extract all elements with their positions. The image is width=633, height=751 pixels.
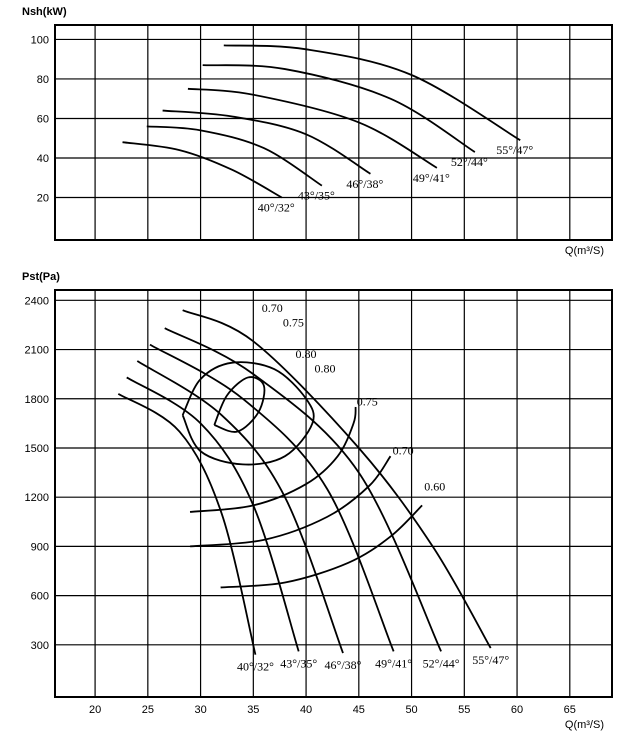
y-tick-label: 80 [37, 74, 49, 86]
x-tick-label: 50 [405, 704, 417, 716]
efficiency-contour [189, 406, 357, 513]
curve-label: 40°/32° [237, 660, 274, 674]
efficiency-contour [189, 455, 392, 548]
y-tick-label: 20 [37, 193, 49, 205]
x-tick-label: 55 [458, 704, 470, 716]
efficiency-label: 0.75 [283, 316, 304, 330]
efficiency-label: 0.75 [357, 394, 378, 408]
x-axis-label: Q(m³/S) [565, 719, 604, 731]
plot-frame [54, 289, 613, 698]
x-tick-label: 35 [247, 704, 259, 716]
curve [117, 393, 257, 655]
efficiency-label: 0.70 [393, 444, 414, 458]
y-tick-label: 1200 [25, 492, 49, 504]
plot-frame [54, 24, 613, 241]
curve [149, 343, 395, 652]
curve [164, 327, 442, 652]
efficiency-contour [220, 504, 423, 589]
curve [187, 87, 438, 169]
efficiency-label: 0.60 [424, 480, 445, 494]
curve-label: 52°/44° [451, 155, 488, 169]
y-tick-label: 2100 [25, 345, 49, 357]
curve [223, 44, 521, 141]
y-tick-label: 300 [31, 640, 49, 652]
efficiency-label: 0.80 [296, 347, 317, 361]
curve-label: 52°/44° [423, 656, 460, 670]
curve-label: 46°/38° [346, 177, 383, 191]
curve-label: 49°/41° [375, 656, 412, 670]
curve [146, 125, 323, 187]
y-tick-label: 1800 [25, 394, 49, 406]
x-axis-label: Q(m³/S) [565, 245, 604, 257]
curve [202, 64, 476, 153]
curve [162, 109, 371, 175]
y-tick-label: 600 [31, 591, 49, 603]
y-tick-label: 100 [31, 34, 49, 46]
curve [122, 141, 283, 199]
x-tick-label: 65 [564, 704, 576, 716]
curve-label: 55°/47° [472, 653, 509, 667]
x-tick-label: 45 [353, 704, 365, 716]
x-tick-label: 30 [194, 704, 206, 716]
y-tick-label: 900 [31, 541, 49, 553]
x-tick-label: 60 [511, 704, 523, 716]
y-axis-label: Pst(Pa) [22, 271, 60, 283]
y-tick-label: 1500 [25, 443, 49, 455]
curve [136, 360, 344, 654]
curve-label: 40°/32° [258, 201, 295, 215]
curve [182, 309, 492, 649]
y-tick-label: 60 [37, 113, 49, 125]
y-tick-label: 2400 [25, 295, 49, 307]
efficiency-contour [181, 361, 315, 466]
x-tick-label: 20 [89, 704, 101, 716]
efficiency-label: 0.70 [262, 301, 283, 315]
x-tick-label: 40 [300, 704, 312, 716]
efficiency-label: 0.80 [315, 362, 336, 376]
y-axis-label: Nsh(kW) [22, 6, 67, 18]
y-tick-label: 40 [37, 153, 49, 165]
x-tick-label: 25 [142, 704, 154, 716]
curve [126, 376, 300, 652]
efficiency-contour [213, 376, 266, 433]
curve-label: 55°/47° [496, 143, 533, 157]
curve-label: 43°/35° [280, 656, 317, 670]
curve-label: 46°/38° [325, 658, 362, 672]
curve-label: 43°/35° [298, 189, 335, 203]
curve-label: 49°/41° [413, 171, 450, 185]
